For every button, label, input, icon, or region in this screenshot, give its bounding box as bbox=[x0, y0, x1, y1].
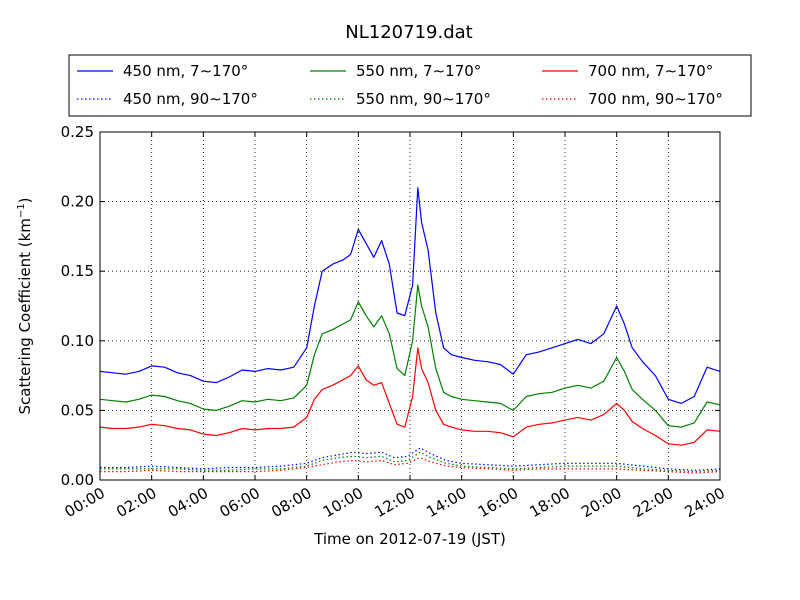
x-tick-label: 02:00 bbox=[113, 484, 159, 521]
x-tick-label: 24:00 bbox=[682, 484, 728, 521]
x-tick-label: 20:00 bbox=[578, 484, 624, 521]
x-tick-label: 10:00 bbox=[320, 484, 366, 521]
y-axis-label: Scattering Coefficient (km−1) bbox=[16, 197, 34, 414]
x-tick-label: 06:00 bbox=[217, 484, 263, 521]
legend: 450 nm, 7∼170° 550 nm, 7∼170° 700 nm, 7∼17… bbox=[77, 62, 723, 108]
y-axis-label-sup: −1 bbox=[16, 203, 27, 218]
legend-label-2: 550 nm, 7∼170° bbox=[356, 62, 481, 80]
y-tick-label: 0.10 bbox=[61, 332, 94, 350]
series-line-2 bbox=[99, 284, 721, 428]
legend-label-4: 450 nm, 90∼170° bbox=[123, 90, 258, 108]
x-tick-label: 00:00 bbox=[62, 484, 108, 521]
series-line-4 bbox=[100, 447, 721, 471]
x-tick-label: 08:00 bbox=[268, 484, 314, 521]
x-tick-label: 18:00 bbox=[527, 484, 573, 521]
x-axis-label: Time on 2012-07-19 (JST) bbox=[313, 530, 506, 548]
legend-label-6: 700 nm, 90∼170° bbox=[588, 90, 723, 108]
y-tick-label: 0.20 bbox=[61, 193, 94, 211]
series-line-1 bbox=[99, 187, 721, 404]
series-line-5 bbox=[100, 451, 721, 473]
legend-box bbox=[68, 54, 752, 117]
legend-label-1: 450 nm, 7∼170° bbox=[123, 62, 248, 80]
y-tick-label: 0.00 bbox=[61, 471, 94, 489]
chart-title: NL120719.dat bbox=[345, 22, 472, 43]
x-tick-label: 16:00 bbox=[475, 484, 521, 521]
y-tick-label: 0.05 bbox=[61, 401, 94, 419]
x-tick-label: 04:00 bbox=[165, 484, 211, 521]
y-axis-label-main: Scattering Coefficient (km bbox=[16, 218, 34, 414]
series-line-3 bbox=[99, 347, 721, 446]
y-axis-label-end: ) bbox=[16, 197, 34, 203]
legend-label-3: 700 nm, 7∼170° bbox=[588, 62, 713, 80]
grid bbox=[100, 132, 720, 480]
x-tick-label: 22:00 bbox=[630, 484, 676, 521]
x-tick-label: 14:00 bbox=[423, 484, 469, 521]
series-line-6 bbox=[100, 457, 721, 474]
y-tick-label: 0.15 bbox=[61, 262, 94, 280]
series-lines bbox=[99, 187, 721, 474]
y-tick-label: 0.25 bbox=[61, 123, 94, 141]
x-tick-label: 12:00 bbox=[372, 484, 418, 521]
legend-label-5: 550 nm, 90∼170° bbox=[356, 90, 491, 108]
